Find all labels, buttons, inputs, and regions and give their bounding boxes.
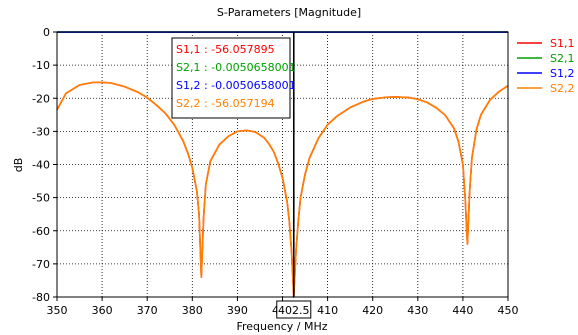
y-tick-label: -70 [32,258,50,271]
y-axis-label: dB [12,158,25,173]
x-tick-label: 370 [137,304,158,317]
y-tick-label: -50 [32,192,50,205]
readout-line: S1,1 : -56.057895 [176,43,275,56]
marker: 402.5 [276,32,312,319]
readout-frame [171,37,291,119]
x-tick-label: 440 [452,304,473,317]
x-tick-label: 420 [362,304,383,317]
x-axis-label: Frequency / MHz [236,320,327,333]
x-tick-label: 380 [182,304,203,317]
y-tick-label: -40 [32,159,50,172]
marker-label: 402.5 [278,304,310,317]
legend-label: S2,1 [550,52,574,65]
legend-label: S2,2 [550,82,574,95]
legend-label: S1,1 [550,37,574,50]
legend-label: S1,2 [550,67,574,80]
plot-frame [56,31,509,298]
y-tick-label: 0 [43,26,50,39]
readout-line: S2,1 : -0.0050658001 [176,61,296,74]
x-tick-label: 390 [227,304,248,317]
readout-line: S1,2 : -0.0050658001 [176,79,296,92]
chart-title: S-Parameters [Magnitude] [217,6,361,19]
readout-line: S2,2 : -56.057194 [176,97,275,110]
x-tick-label: 450 [498,304,519,317]
y-tick-label: -80 [32,291,50,304]
y-tick-label: -30 [32,125,50,138]
y-tick-label: -60 [32,225,50,238]
y-tick-label: -10 [32,59,50,72]
x-tick-label: 360 [92,304,113,317]
marker-readout-box: S1,1 : -56.057895 S2,1 : -0.0050658001 S1,… [171,37,296,119]
y-tick-labels: 0 -10 -20 -30 -40 -50 -60 -70 -80 [32,26,57,304]
y-tick-label: -20 [32,92,50,105]
x-tick-label: 430 [407,304,428,317]
legend: S1,1 S2,1 S1,2 S2,2 [517,37,574,95]
series-line-S2-2 [56,81,509,298]
x-tick-label: 410 [317,304,338,317]
x-tick-label: 350 [47,304,68,317]
marker-label-box [276,300,312,319]
